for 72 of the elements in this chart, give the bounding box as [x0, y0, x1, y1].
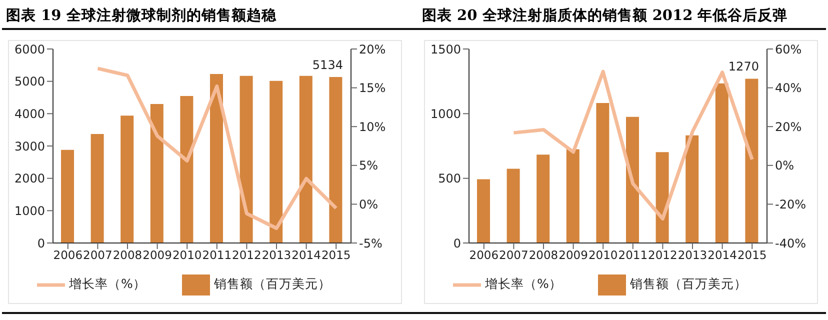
chart-title: 图表 20 全球注射脂质体的销售额 2012 年低谷后反弹 — [421, 6, 789, 26]
bar — [299, 76, 312, 243]
x-tick-label: 2015 — [737, 248, 767, 262]
y-tick-label: 5000 — [14, 74, 45, 89]
y-tick-label: 1000 — [430, 106, 461, 121]
bar — [686, 135, 699, 243]
bar — [150, 104, 164, 243]
y2-tick-label: 20% — [775, 120, 802, 134]
x-tick-label: 2007 — [499, 248, 528, 262]
y2-tick-label: -20% — [775, 197, 806, 212]
y2-tick-label: -5% — [359, 236, 382, 250]
y-tick-label: 500 — [438, 172, 461, 186]
x-tick-label: 2014 — [708, 248, 737, 262]
bar — [210, 74, 223, 243]
x-tick-label: 2010 — [172, 248, 202, 262]
bar — [477, 179, 490, 243]
line-series — [512, 70, 754, 220]
data-label: 1270 — [728, 60, 759, 74]
bar — [120, 116, 134, 243]
x-tick-label: 2011 — [202, 248, 232, 262]
x-tick-label: 2009 — [558, 248, 588, 262]
bar — [506, 168, 520, 243]
y-tick-label: 1500 — [430, 42, 461, 56]
y-tick-label: 6000 — [14, 42, 45, 56]
y2-tick-label: 15% — [359, 81, 386, 96]
y2-tick-label: 5% — [359, 158, 378, 173]
x-tick-label: 2006 — [53, 248, 83, 262]
bar — [566, 149, 580, 243]
x-tick-label: 2015 — [321, 248, 351, 262]
data-label: 5134 — [312, 58, 343, 72]
bar — [596, 103, 610, 243]
y-tick-label: 2000 — [14, 172, 45, 186]
legend-label: 销售额（百万美元） — [214, 276, 331, 292]
bar — [240, 76, 253, 243]
y2-tick-label: 10% — [359, 120, 386, 134]
legend-label: 销售额（百万美元） — [630, 276, 747, 292]
y2-tick-label: 20% — [359, 42, 386, 56]
y-tick-label: 1000 — [14, 204, 45, 218]
x-tick-label: 2008 — [528, 248, 558, 262]
x-tick-label: 2006 — [469, 248, 499, 262]
x-tick-label: 2014 — [292, 248, 321, 262]
bar — [656, 152, 669, 243]
x-tick-label: 2012 — [648, 248, 678, 262]
bar — [715, 83, 728, 243]
x-tick-label: 2011 — [618, 248, 648, 262]
chart-title: 图表 19 全球注射微球制剂的销售额趋稳 — [5, 6, 278, 26]
legend-label: 增长率（%） — [485, 276, 562, 292]
bar — [329, 77, 342, 243]
bar — [745, 78, 758, 243]
x-tick-label: 2007 — [83, 248, 112, 262]
x-tick-label: 2009 — [142, 248, 172, 262]
x-tick-label: 2013 — [262, 248, 292, 262]
y2-tick-label: 40% — [775, 81, 802, 96]
y2-tick-label: 60% — [775, 42, 802, 56]
y-tick-label: 4000 — [14, 106, 45, 121]
y2-tick-label: 0% — [775, 158, 794, 173]
legend-label: 增长率（%） — [69, 276, 146, 292]
x-tick-label: 2008 — [112, 248, 142, 262]
y2-tick-label: -40% — [775, 236, 806, 250]
x-tick-label: 2010 — [588, 248, 618, 262]
y2-tick-label: 0% — [359, 197, 378, 212]
bar — [90, 134, 104, 243]
bar — [270, 80, 283, 243]
y-tick-label: 0 — [453, 236, 461, 250]
y-tick-label: 3000 — [14, 139, 45, 154]
bar — [180, 96, 194, 243]
x-tick-label: 2012 — [232, 248, 262, 262]
bar — [536, 154, 550, 243]
bar — [626, 116, 639, 243]
y-tick-label: 0 — [37, 236, 45, 250]
x-tick-label: 2013 — [678, 248, 708, 262]
bar — [61, 150, 74, 243]
